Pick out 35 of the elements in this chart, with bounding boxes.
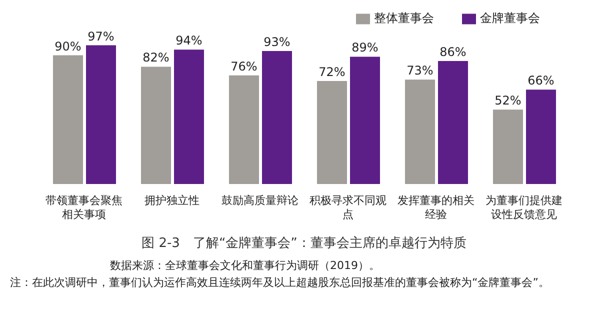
data-label: 93% bbox=[264, 35, 290, 50]
data-label: 72% bbox=[318, 65, 346, 80]
x-tick-label: 发挥董事的相关经验 bbox=[398, 194, 474, 221]
source-note: 数据来源：全球董事会文化和董事行为调研（2019）。 bbox=[109, 258, 381, 273]
data-label: 76% bbox=[230, 59, 258, 74]
data-label: 97% bbox=[88, 29, 114, 44]
bar bbox=[350, 56, 380, 184]
bar bbox=[262, 51, 292, 184]
data-label: 86% bbox=[440, 45, 466, 60]
bar bbox=[405, 80, 435, 184]
data-label: 73% bbox=[406, 64, 434, 78]
data-label: 90% bbox=[54, 39, 82, 54]
text: 注：在此次调研中，董事们认为运作高效且连续两年及以上超越股东总回报基准的董事会被称为“金牌董事会”。 bbox=[9, 275, 550, 290]
data-label: 52% bbox=[494, 94, 522, 108]
legend-label: 金牌董事会 bbox=[480, 11, 540, 25]
x-tick-label: 带领董事会聚焦相关事项 bbox=[46, 194, 122, 221]
legend-label: 整体董事会 bbox=[374, 11, 434, 25]
bar bbox=[53, 55, 83, 184]
bar bbox=[86, 45, 116, 184]
bar bbox=[229, 75, 259, 184]
x-tick-label: 积极寻求不同观点 bbox=[310, 194, 386, 221]
bar bbox=[141, 66, 171, 184]
bar bbox=[317, 81, 347, 184]
text: 图 2-3 了解“金牌董事会”：董事会主席的卓越行为特质 bbox=[140, 235, 468, 252]
x-tick-label: 拥护独立性 bbox=[144, 194, 200, 207]
data-label: 66% bbox=[528, 74, 554, 88]
x-tick-label: 鼓励高质量辩论 bbox=[222, 194, 298, 207]
bar bbox=[493, 110, 523, 184]
bar bbox=[174, 50, 204, 184]
bar bbox=[438, 61, 468, 184]
x-tick-label: 为董事们提供建设性反馈意见 bbox=[486, 194, 562, 221]
data-label: 89% bbox=[352, 40, 378, 55]
bar bbox=[526, 90, 556, 184]
data-label: 94% bbox=[176, 34, 202, 48]
data-label: 82% bbox=[142, 50, 170, 65]
